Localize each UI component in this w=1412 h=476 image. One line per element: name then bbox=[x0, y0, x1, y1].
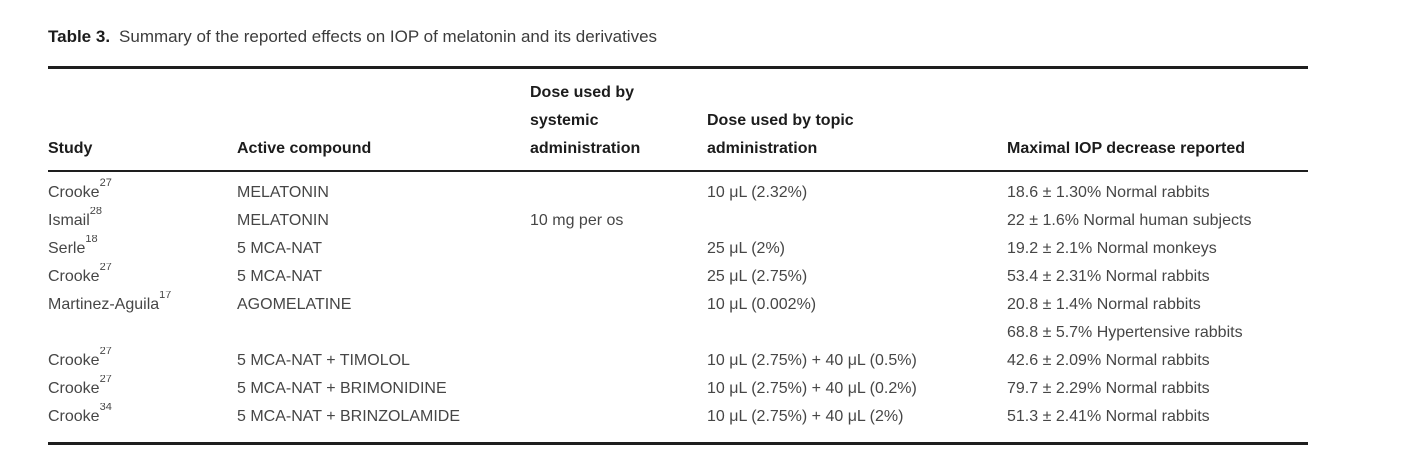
topic-dose-cell: 10 μL (2.75%) + 40 μL (0.2%) bbox=[707, 380, 917, 397]
study-cell: Serle18 bbox=[48, 235, 237, 263]
col-header-maximal-iop-decrease: Maximal IOP decrease reported bbox=[1007, 67, 1308, 172]
table-caption-text: Summary of the reported effects on IOP o… bbox=[119, 27, 658, 46]
study-ref-superscript: 18 bbox=[85, 235, 98, 245]
study-ref-superscript: 17 bbox=[159, 291, 172, 301]
table-row: Serle18 5 MCA-NAT 25 μL (2%) 19.2 ± 2.1%… bbox=[48, 235, 1308, 263]
summary-table: Study Active compound Dose used by syste… bbox=[48, 66, 1308, 445]
study-ref-superscript: 27 bbox=[99, 375, 112, 385]
iop-decrease-cell: 68.8 ± 5.7% Hypertensive rabbits bbox=[1007, 324, 1243, 341]
iop-decrease-cell: 20.8 ± 1.4% Normal rabbits bbox=[1007, 296, 1201, 313]
study-cell: Ismail28 bbox=[48, 207, 237, 235]
systemic-dose-cell bbox=[530, 235, 707, 263]
compound-cell: 5 MCA-NAT + BRINZOLAMIDE bbox=[237, 408, 460, 425]
table-row: Ismail28 MELATONIN 10 mg per os 22 ± 1.6… bbox=[48, 207, 1308, 235]
topic-dose-cell: 25 μL (2.75%) bbox=[707, 268, 808, 285]
header-row: Study Active compound Dose used by syste… bbox=[48, 67, 1308, 172]
col-header-active-compound: Active compound bbox=[237, 67, 530, 172]
compound-cell: MELATONIN bbox=[237, 212, 329, 229]
col-header-study: Study bbox=[48, 67, 237, 172]
systemic-dose-cell: 10 mg per os bbox=[530, 212, 624, 229]
header-line: administration bbox=[530, 140, 641, 157]
topic-dose-cell: 10 μL (2.75%) + 40 μL (0.5%) bbox=[707, 352, 917, 369]
header-line: systemic bbox=[530, 112, 599, 129]
study-ref-superscript: 27 bbox=[99, 263, 112, 273]
topic-dose-cell bbox=[707, 319, 1007, 347]
systemic-dose-cell bbox=[530, 375, 707, 403]
compound-cell: AGOMELATINE bbox=[237, 296, 352, 313]
page: Table 3. Summary of the reported effects … bbox=[48, 27, 1412, 445]
study-name: Crooke bbox=[48, 184, 100, 201]
topic-dose-cell: 10 μL (0.002%) bbox=[707, 296, 817, 313]
compound-cell: 5 MCA-NAT bbox=[237, 240, 323, 257]
study-ref-superscript: 34 bbox=[99, 403, 112, 413]
iop-decrease-cell: 19.2 ± 2.1% Normal monkeys bbox=[1007, 240, 1217, 257]
systemic-dose-cell bbox=[530, 291, 707, 319]
compound-cell: 5 MCA-NAT bbox=[237, 268, 323, 285]
iop-decrease-cell: 51.3 ± 2.41% Normal rabbits bbox=[1007, 408, 1210, 425]
col-header-dose-systemic: Dose used by systemic administration bbox=[530, 67, 707, 172]
topic-dose-cell bbox=[707, 207, 1007, 235]
header-line: Dose used by topic bbox=[707, 112, 854, 129]
study-name: Crooke bbox=[48, 268, 100, 285]
topic-dose-cell: 10 μL (2.75%) + 40 μL (2%) bbox=[707, 408, 904, 425]
table-row: Martinez-Aguila17 AGOMELATINE 10 μL (0.0… bbox=[48, 291, 1308, 319]
header-line: Maximal IOP decrease reported bbox=[1007, 140, 1246, 157]
table-caption: Table 3. Summary of the reported effects … bbox=[48, 27, 1412, 47]
study-cell: Crooke27 bbox=[48, 263, 237, 291]
table-caption-label: Table 3. bbox=[48, 27, 111, 46]
study-name: Crooke bbox=[48, 408, 100, 425]
study-cell: Crooke27 bbox=[48, 347, 237, 375]
iop-decrease-cell: 22 ± 1.6% Normal human subjects bbox=[1007, 212, 1252, 229]
study-name: Ismail bbox=[48, 212, 90, 229]
iop-decrease-cell: 79.7 ± 2.29% Normal rabbits bbox=[1007, 380, 1210, 397]
study-cell: Crooke27 bbox=[48, 171, 237, 207]
iop-decrease-cell: 42.6 ± 2.09% Normal rabbits bbox=[1007, 352, 1210, 369]
study-ref-superscript: 28 bbox=[89, 207, 103, 217]
systemic-dose-cell bbox=[530, 263, 707, 291]
header-line: Active compound bbox=[237, 140, 372, 157]
study-name: Serle bbox=[48, 240, 86, 257]
study-name: Martinez-Aguila bbox=[48, 296, 160, 313]
compound-cell: MELATONIN bbox=[237, 184, 329, 201]
systemic-dose-cell bbox=[530, 319, 707, 347]
header-line: Dose used by bbox=[530, 84, 635, 101]
table-row: Crooke34 5 MCA-NAT + BRINZOLAMIDE 10 μL … bbox=[48, 403, 1308, 444]
compound-cell: 5 MCA-NAT + TIMOLOL bbox=[237, 352, 410, 369]
header-line: Study bbox=[48, 140, 93, 157]
table-body: Crooke27 MELATONIN 10 μL (2.32%) 18.6 ± … bbox=[48, 171, 1308, 444]
study-name: Crooke bbox=[48, 352, 100, 369]
table-row: 68.8 ± 5.7% Hypertensive rabbits bbox=[48, 319, 1308, 347]
col-header-dose-topic: Dose used by topic administration bbox=[707, 67, 1007, 172]
study-ref-superscript: 27 bbox=[99, 176, 112, 189]
topic-dose-cell: 25 μL (2%) bbox=[707, 240, 785, 257]
iop-decrease-cell: 53.4 ± 2.31% Normal rabbits bbox=[1007, 268, 1210, 285]
study-cell: Crooke34 bbox=[48, 403, 237, 444]
compound-cell bbox=[237, 319, 530, 347]
compound-cell: 5 MCA-NAT + BRIMONIDINE bbox=[237, 380, 447, 397]
study-cell bbox=[48, 319, 237, 347]
table-header: Study Active compound Dose used by syste… bbox=[48, 67, 1308, 172]
table-row: Crooke27 5 MCA-NAT + TIMOLOL 10 μL (2.75… bbox=[48, 347, 1308, 375]
header-line: administration bbox=[707, 140, 818, 157]
iop-decrease-cell: 18.6 ± 1.30% Normal rabbits bbox=[1007, 184, 1210, 201]
table-row: Crooke27 5 MCA-NAT 25 μL (2.75%) 53.4 ± … bbox=[48, 263, 1308, 291]
study-cell: Crooke27 bbox=[48, 375, 237, 403]
systemic-dose-cell bbox=[530, 171, 707, 207]
table-row: Crooke27 5 MCA-NAT + BRIMONIDINE 10 μL (… bbox=[48, 375, 1308, 403]
systemic-dose-cell bbox=[530, 347, 707, 375]
topic-dose-cell: 10 μL (2.32%) bbox=[707, 184, 808, 201]
study-ref-superscript: 27 bbox=[99, 347, 112, 357]
study-cell: Martinez-Aguila17 bbox=[48, 291, 237, 319]
table-row: Crooke27 MELATONIN 10 μL (2.32%) 18.6 ± … bbox=[48, 171, 1308, 207]
systemic-dose-cell bbox=[530, 403, 707, 444]
study-name: Crooke bbox=[48, 380, 100, 397]
